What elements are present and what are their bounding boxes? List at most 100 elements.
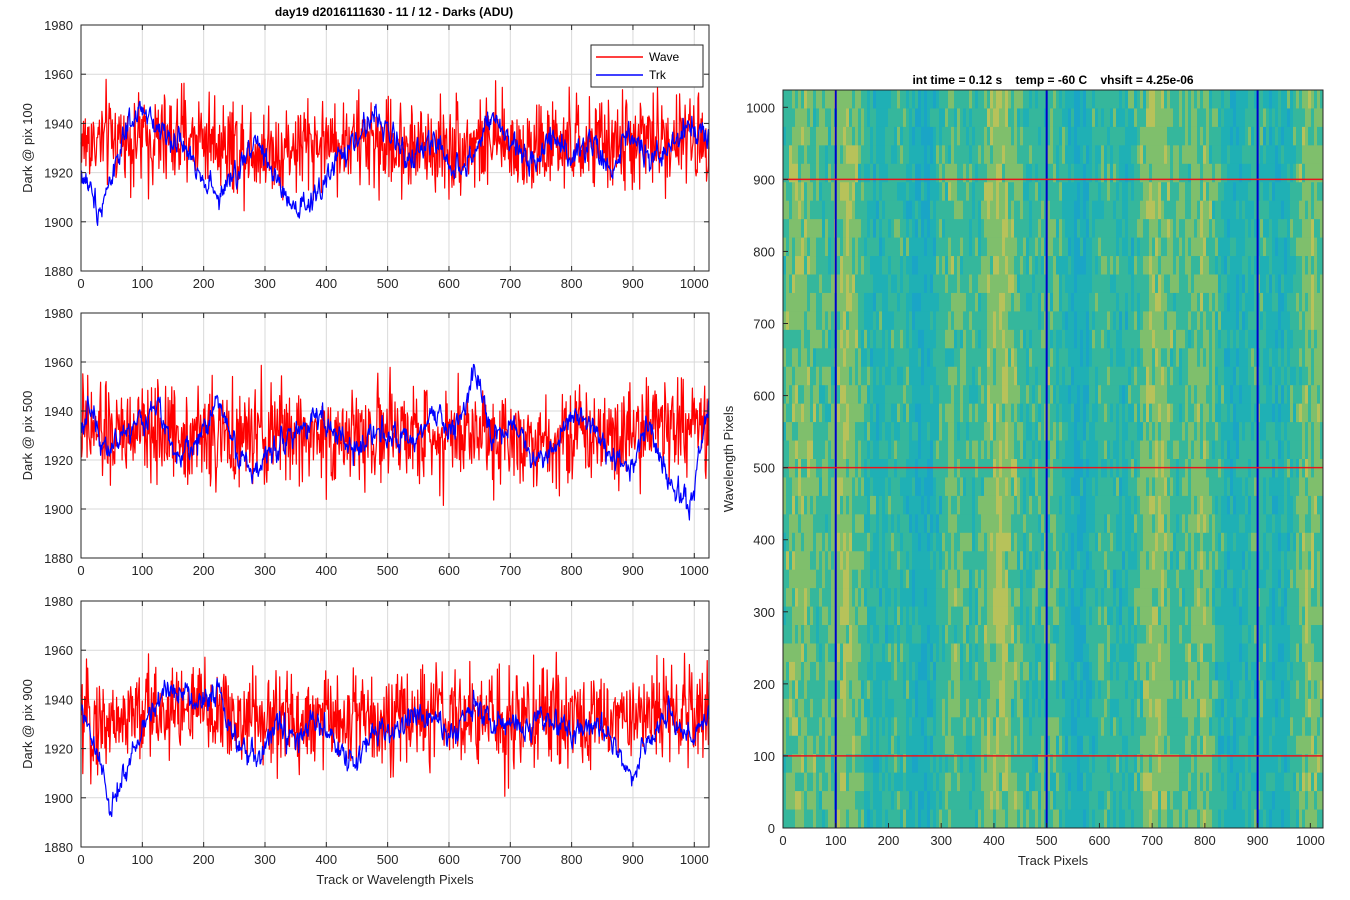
heatmap-cell <box>969 680 973 700</box>
heatmap-cell <box>999 311 1003 331</box>
heatmap-cell <box>954 256 958 275</box>
heatmap-cell <box>1005 551 1009 570</box>
heatmap-cell <box>1095 90 1099 109</box>
heatmap-cell <box>903 403 907 423</box>
heatmap-cell <box>1050 274 1054 294</box>
heatmap-cell <box>783 292 787 312</box>
heatmap-cell <box>789 791 793 810</box>
heatmap-cell <box>933 514 937 534</box>
heatmap-cell <box>1098 422 1102 441</box>
heatmap-cell <box>858 532 862 552</box>
heatmap-cell <box>1014 551 1018 570</box>
heatmap-cell <box>924 772 928 792</box>
heatmap-cell <box>861 569 865 589</box>
heatmap-cell <box>867 551 871 570</box>
heatmap-cell <box>939 477 943 497</box>
heatmap-cell <box>1038 385 1042 404</box>
heatmap-cell <box>852 495 856 515</box>
heatmap-cell <box>906 772 910 792</box>
heatmap-cell <box>879 90 883 109</box>
heatmap-cell <box>1002 90 1006 109</box>
heatmap-cell <box>894 108 898 128</box>
heatmap-cell <box>1017 735 1021 755</box>
heatmap-cell <box>933 809 937 829</box>
heatmap-cell <box>921 772 925 792</box>
heatmap-cell <box>822 735 826 755</box>
heatmap-cell <box>846 514 850 534</box>
heatmap-cell <box>894 698 898 718</box>
heatmap-cell <box>846 126 850 146</box>
heatmap-cell <box>1098 569 1102 589</box>
heatmap-cell <box>993 532 997 552</box>
heatmap-cell <box>843 551 847 570</box>
heatmap-cell <box>810 680 814 700</box>
heatmap-cell <box>921 126 925 146</box>
heatmap-cell <box>1104 219 1108 238</box>
heatmap-cell <box>879 495 883 515</box>
heatmap-cell <box>942 680 946 700</box>
heatmap-cell <box>879 182 883 201</box>
heatmap-cell <box>1044 108 1048 128</box>
heatmap-cell <box>1056 274 1060 294</box>
heatmap-cell <box>810 625 814 644</box>
heatmap-cell <box>873 791 877 810</box>
heatmap-cell <box>918 440 922 460</box>
heatmap-cell <box>912 477 916 497</box>
heatmap-cell <box>915 163 919 183</box>
heatmap-cell <box>1017 698 1021 718</box>
heatmap-cell <box>1008 588 1012 607</box>
heatmap-cell <box>873 145 877 165</box>
heatmap-cell <box>837 237 841 257</box>
heatmap-cell <box>1095 477 1099 497</box>
heatmap-cell <box>1014 514 1018 534</box>
heatmap-cell <box>1068 643 1072 663</box>
heatmap-cell <box>918 495 922 515</box>
heatmap-cell <box>840 569 844 589</box>
heatmap-cell <box>948 440 952 460</box>
heatmap-cell <box>1026 661 1030 681</box>
heatmap-cell <box>858 643 862 663</box>
heatmap-cell <box>978 477 982 497</box>
heatmap-cell <box>1005 256 1009 275</box>
heatmap-cell <box>864 237 868 257</box>
heatmap-cell <box>1020 772 1024 792</box>
heatmap-cell <box>813 532 817 552</box>
heatmap-cell <box>864 385 868 404</box>
heatmap-cell <box>969 569 973 589</box>
heatmap-cell <box>1005 643 1009 663</box>
heatmap-cell <box>1029 366 1033 386</box>
heatmap-cell <box>1116 717 1120 737</box>
heatmap-cell <box>1122 292 1126 312</box>
heatmap-cell <box>1071 754 1075 773</box>
heatmap-cell <box>861 90 865 109</box>
heatmap-cell <box>978 403 982 423</box>
heatmap-cell <box>852 329 856 349</box>
heatmap-cell <box>864 329 868 349</box>
heatmap-cell <box>999 680 1003 700</box>
heatmap-cell <box>915 495 919 515</box>
heatmap-cell <box>1137 292 1141 312</box>
heatmap-cell <box>921 514 925 534</box>
heatmap-cell <box>786 698 790 718</box>
heatmap-cell <box>924 200 928 220</box>
heatmap-cell <box>1116 311 1120 331</box>
heatmap-cell <box>1017 588 1021 607</box>
heatmap-cell <box>873 551 877 570</box>
heatmap-cell <box>1056 403 1060 423</box>
heatmap-cell <box>951 514 955 534</box>
heatmap-cell <box>819 588 823 607</box>
heatmap-cell <box>831 200 835 220</box>
heatmap-cell <box>789 145 793 165</box>
heatmap-cell <box>972 422 976 441</box>
heatmap-cell <box>1023 735 1027 755</box>
heatmap-cell <box>804 809 808 829</box>
heatmap-cell <box>1134 735 1138 755</box>
heatmap-cell <box>1062 440 1066 460</box>
heatmap-cell <box>1110 643 1114 663</box>
heatmap-cell <box>993 643 997 663</box>
heatmap-cell <box>1083 385 1087 404</box>
heatmap-cell <box>1038 735 1042 755</box>
heatmap-cell <box>927 90 931 109</box>
heatmap-cell <box>1080 200 1084 220</box>
heatmap-cell <box>1071 200 1075 220</box>
